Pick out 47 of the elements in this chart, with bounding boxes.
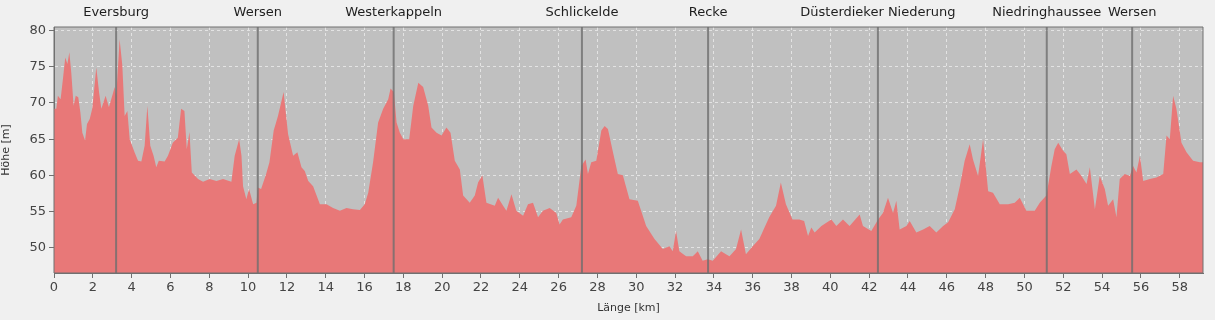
x-tick-label: 30 — [627, 279, 645, 295]
x-tick-label: 4 — [127, 279, 136, 295]
x-tick-label: 52 — [1054, 279, 1072, 295]
ref-line-label: Westerkappeln — [345, 4, 443, 20]
y-tick-label: 75 — [29, 58, 46, 74]
x-tick-label: 24 — [511, 279, 529, 295]
x-tick-label: 6 — [166, 279, 175, 295]
x-tick-label: 20 — [433, 279, 451, 295]
y-tick-label: 55 — [29, 202, 46, 218]
x-tick-label: 38 — [783, 279, 800, 295]
ref-line-label: Niedringhaussee — [992, 4, 1102, 20]
x-tick-label: 42 — [860, 279, 878, 295]
x-tick-label: 32 — [666, 279, 684, 295]
x-tick-label: 58 — [1171, 279, 1188, 295]
ref-line-label: Recke — [688, 4, 728, 20]
ref-line-label: Schlickelde — [545, 4, 619, 20]
ref-line-label: Wersen — [233, 4, 283, 20]
x-tick-label: 48 — [977, 279, 994, 295]
x-tick-label: 40 — [822, 279, 839, 295]
y-tick-label: 80 — [29, 21, 46, 37]
x-tick-label: 0 — [49, 279, 59, 295]
x-tick-label: 16 — [356, 279, 373, 295]
y-tick-label: 65 — [29, 130, 46, 146]
ref-line-label: Wersen — [1107, 4, 1157, 20]
x-tick-label: 14 — [317, 279, 334, 295]
y-axis-title: Höhe [m] — [0, 124, 13, 176]
x-tick-label: 50 — [1016, 279, 1033, 295]
x-tick-label: 12 — [278, 279, 296, 295]
x-axis-title: Länge [km] — [597, 301, 660, 315]
x-tick-label: 22 — [472, 279, 490, 295]
x-tick-label: 54 — [1093, 279, 1111, 295]
x-tick-label: 46 — [938, 279, 956, 295]
ref-line-label: Eversburg — [83, 4, 150, 20]
x-tick-label: 34 — [705, 279, 723, 295]
x-tick-label: 8 — [205, 279, 214, 295]
ref-line-label: Düsterdieker Niederung — [800, 4, 956, 20]
y-tick-label: 50 — [29, 239, 46, 255]
y-tick-label: 70 — [29, 94, 46, 110]
y-tick-label: 60 — [29, 166, 46, 182]
x-tick-label: 56 — [1132, 279, 1150, 295]
x-tick-label: 18 — [395, 279, 412, 295]
x-tick-label: 2 — [88, 279, 97, 295]
x-tick-label: 28 — [589, 279, 606, 295]
x-tick-label: 36 — [744, 279, 761, 295]
x-tick-label: 44 — [899, 279, 917, 295]
x-tick-label: 10 — [239, 279, 257, 295]
x-tick-label: 26 — [550, 279, 567, 295]
